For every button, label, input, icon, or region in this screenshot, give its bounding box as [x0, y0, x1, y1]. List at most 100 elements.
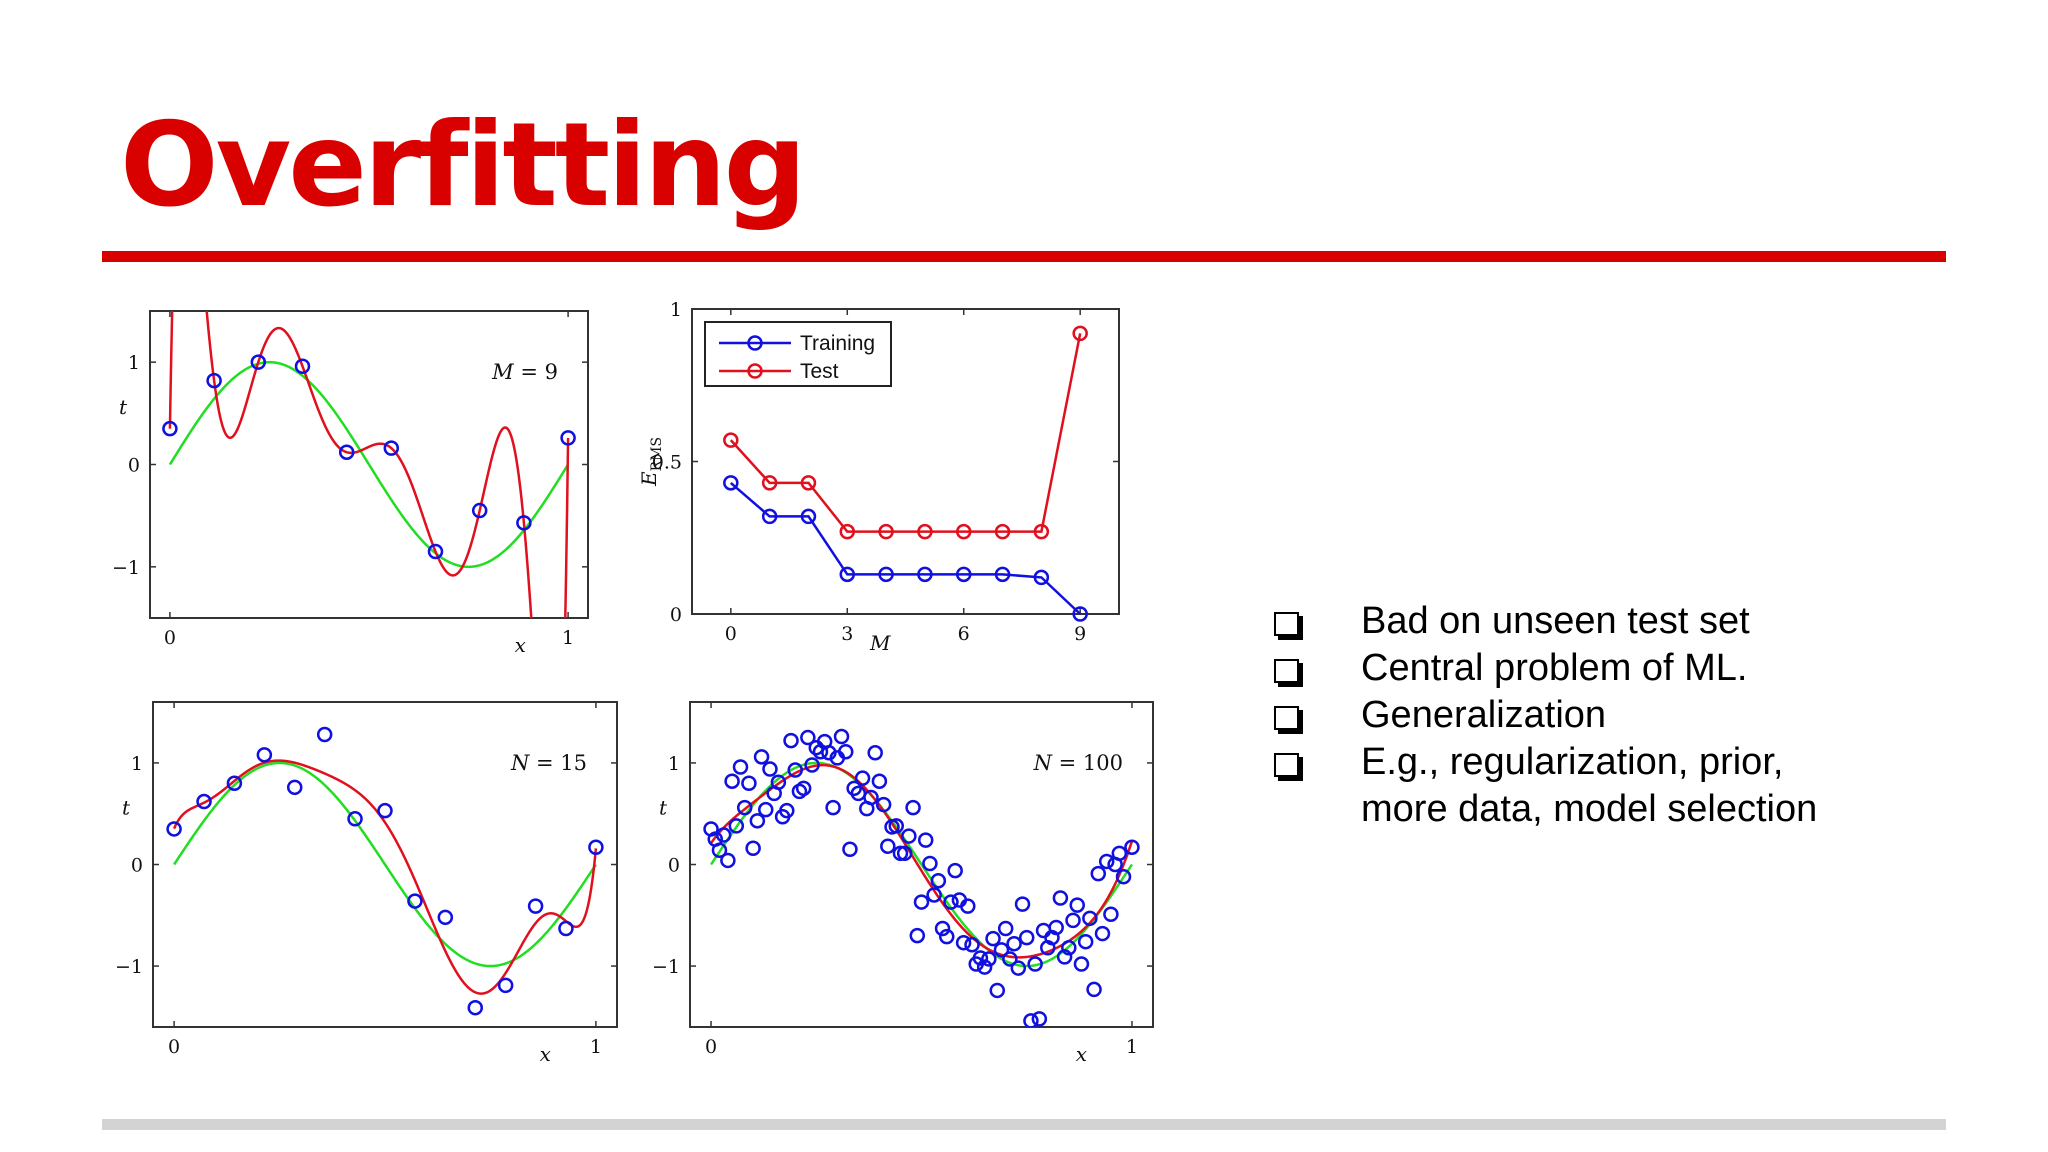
- true-function-curve: [173, 761, 597, 968]
- data-point: [1077, 933, 1094, 950]
- data-point: [467, 999, 484, 1016]
- series-marker: [994, 566, 1011, 583]
- data-point: [196, 793, 212, 810]
- data-point: [1056, 949, 1073, 965]
- data-point: [1006, 935, 1022, 952]
- data-point: [1014, 896, 1031, 912]
- checkbox-square-icon: [1274, 659, 1299, 683]
- series-line-test: [729, 333, 1082, 533]
- data-point: [206, 372, 222, 389]
- data-point: [997, 920, 1014, 937]
- data-point: [1073, 956, 1090, 972]
- y-tick-label: 1: [131, 753, 143, 775]
- data-point: [516, 515, 532, 531]
- data-point: [1103, 906, 1119, 923]
- data-point: [804, 757, 820, 773]
- data-point: [1010, 960, 1027, 976]
- series-marker: [1033, 569, 1050, 586]
- data-point: [497, 977, 514, 994]
- series-marker: [1033, 523, 1050, 540]
- data-point: [783, 732, 799, 749]
- data-point: [976, 959, 993, 975]
- chart-polynomial-fit-m9: 0 1 −1 0 1 M = 9 x t: [112, 310, 589, 657]
- data-point: [338, 444, 355, 460]
- data-point: [1031, 1011, 1048, 1027]
- data-point: [787, 762, 803, 778]
- slide-title: Overfitting: [120, 98, 807, 233]
- bullet-text: Generalization: [1361, 694, 1607, 736]
- bullet-list: Bad on unseen test set Central problem o…: [1272, 598, 1832, 833]
- chart-erms-vs-m: 0 3 6 9 0 0.5 1 Training Test M ERMS: [637, 299, 1120, 655]
- x-axis-label: x: [540, 1042, 551, 1066]
- data-point: [964, 936, 980, 953]
- title-divider: [102, 251, 1946, 262]
- y-tick-label: 1: [128, 352, 140, 374]
- x-tick-label: 0: [168, 1036, 180, 1058]
- data-point: [1065, 912, 1081, 929]
- annotation-label: N = 100: [1033, 751, 1123, 775]
- y-tick-label: −1: [652, 956, 680, 978]
- data-point: [527, 898, 544, 914]
- data-point: [560, 430, 576, 446]
- data-point: [871, 773, 888, 789]
- series-marker: [917, 566, 933, 583]
- data-point: [939, 928, 955, 945]
- series-marker: [723, 432, 739, 448]
- series-marker: [761, 475, 778, 491]
- data-point: [728, 818, 745, 834]
- data-point: [833, 728, 850, 745]
- data-point: [1090, 865, 1107, 882]
- legend-label: Training: [800, 332, 875, 355]
- data-point: [1052, 890, 1069, 906]
- x-tick-label: 1: [562, 627, 574, 649]
- data-point: [1048, 919, 1064, 936]
- x-tick-label: 1: [590, 1036, 602, 1058]
- chart-legend: Training Test: [704, 321, 892, 387]
- checkbox-square-icon: [1274, 753, 1299, 777]
- x-tick-label: 1: [1126, 1036, 1138, 1058]
- data-point: [917, 832, 934, 848]
- data-point: [762, 761, 778, 777]
- y-axis-label: t: [659, 796, 668, 820]
- data-point: [724, 773, 740, 789]
- y-tick-label: 0.5: [652, 452, 682, 474]
- bullet-item: E.g., regularization, prior, more data, …: [1272, 739, 1832, 833]
- data-point: [736, 799, 753, 816]
- chart-polynomial-fit-n15: 0 1 −1 0 1 N = 15 x t: [115, 701, 618, 1066]
- data-point: [347, 811, 363, 827]
- data-point: [1061, 940, 1077, 956]
- data-point: [854, 770, 871, 786]
- checkbox-square-icon: [1274, 612, 1299, 636]
- data-point: [377, 802, 393, 819]
- y-axis-label: t: [122, 796, 131, 820]
- data-point: [947, 862, 963, 879]
- data-point: [981, 951, 997, 967]
- data-point: [867, 745, 883, 761]
- data-point: [162, 420, 178, 437]
- data-point: [558, 920, 574, 937]
- series-marker: [723, 475, 739, 491]
- y-tick-label: −1: [112, 557, 140, 579]
- data-point: [715, 827, 732, 843]
- series-marker: [800, 475, 817, 491]
- data-point: [875, 796, 892, 813]
- bullet-text: Central problem of ML.: [1361, 647, 1748, 689]
- bullet-item: Generalization: [1272, 692, 1832, 739]
- x-tick-label: 6: [958, 623, 970, 645]
- y-tick-label: 0: [668, 855, 680, 877]
- annotation-label: M = 9: [491, 360, 558, 384]
- y-tick-label: 0: [128, 455, 140, 477]
- x-axis-label: M: [869, 631, 891, 655]
- data-point: [316, 726, 333, 743]
- checkbox-square-icon: [1274, 706, 1299, 730]
- bullet-text: Bad on unseen test set: [1361, 600, 1750, 642]
- series-marker: [994, 523, 1011, 540]
- series-marker: [761, 508, 778, 525]
- data-point: [753, 749, 770, 765]
- data-point: [993, 942, 1010, 958]
- data-point: [934, 920, 951, 937]
- data-point: [972, 950, 989, 966]
- data-point: [905, 799, 921, 816]
- x-axis-label: x: [1076, 1042, 1087, 1066]
